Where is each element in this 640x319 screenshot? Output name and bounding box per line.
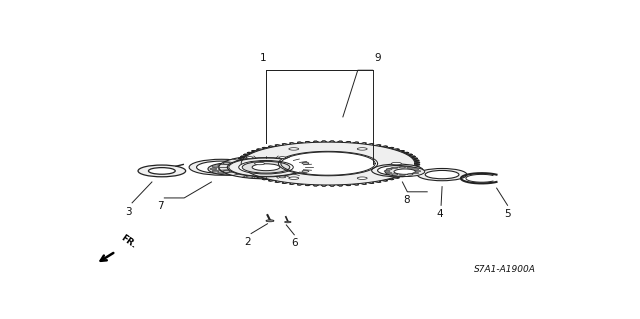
Ellipse shape: [246, 157, 253, 158]
Ellipse shape: [392, 174, 397, 175]
Text: S7A1-A1900A: S7A1-A1900A: [474, 265, 536, 274]
Ellipse shape: [235, 173, 242, 175]
Ellipse shape: [219, 165, 248, 173]
Ellipse shape: [212, 170, 219, 172]
Text: FR.: FR.: [118, 233, 138, 250]
Ellipse shape: [279, 176, 286, 178]
Ellipse shape: [243, 164, 250, 166]
Ellipse shape: [226, 163, 233, 165]
Ellipse shape: [246, 176, 253, 178]
Text: 6: 6: [291, 238, 298, 248]
Ellipse shape: [302, 162, 309, 164]
Ellipse shape: [255, 162, 264, 165]
Ellipse shape: [243, 172, 250, 174]
Ellipse shape: [252, 164, 280, 171]
Ellipse shape: [413, 168, 419, 170]
Ellipse shape: [413, 172, 419, 174]
Text: 3: 3: [125, 206, 132, 217]
Ellipse shape: [212, 166, 219, 167]
Ellipse shape: [386, 172, 392, 174]
Text: 7: 7: [157, 201, 164, 211]
Polygon shape: [278, 151, 378, 176]
Ellipse shape: [372, 164, 423, 177]
Ellipse shape: [385, 167, 425, 176]
Ellipse shape: [218, 172, 225, 174]
Ellipse shape: [378, 166, 417, 175]
Ellipse shape: [357, 177, 367, 179]
Ellipse shape: [218, 164, 225, 166]
Ellipse shape: [279, 157, 286, 158]
Polygon shape: [236, 141, 420, 186]
Ellipse shape: [415, 170, 420, 172]
Ellipse shape: [392, 167, 397, 169]
Ellipse shape: [227, 158, 305, 177]
Ellipse shape: [248, 170, 255, 172]
Ellipse shape: [394, 169, 416, 174]
Ellipse shape: [148, 167, 175, 174]
Ellipse shape: [357, 148, 367, 150]
Ellipse shape: [425, 170, 459, 179]
Ellipse shape: [239, 160, 293, 174]
Ellipse shape: [302, 170, 309, 172]
Ellipse shape: [189, 159, 253, 175]
Text: 1: 1: [260, 53, 267, 63]
Ellipse shape: [248, 166, 255, 167]
Text: 8: 8: [403, 195, 410, 205]
Ellipse shape: [399, 167, 405, 168]
Ellipse shape: [223, 170, 230, 172]
Ellipse shape: [226, 173, 233, 175]
Ellipse shape: [235, 163, 242, 165]
Ellipse shape: [289, 148, 299, 150]
Ellipse shape: [266, 220, 274, 222]
Ellipse shape: [251, 168, 257, 170]
Ellipse shape: [242, 161, 290, 173]
Ellipse shape: [138, 165, 186, 177]
Text: 5: 5: [504, 209, 511, 219]
Text: 9: 9: [374, 53, 381, 63]
Ellipse shape: [196, 161, 246, 173]
Text: 4: 4: [436, 209, 444, 219]
Ellipse shape: [219, 156, 313, 179]
Ellipse shape: [208, 163, 260, 175]
Ellipse shape: [285, 221, 291, 223]
Ellipse shape: [229, 158, 303, 176]
Polygon shape: [241, 142, 415, 185]
Ellipse shape: [399, 174, 405, 176]
Text: 2: 2: [244, 237, 251, 247]
Ellipse shape: [407, 167, 413, 169]
Ellipse shape: [223, 162, 230, 164]
Ellipse shape: [289, 177, 299, 179]
Ellipse shape: [417, 168, 467, 181]
Ellipse shape: [407, 174, 413, 175]
Ellipse shape: [386, 168, 392, 170]
Ellipse shape: [384, 170, 390, 172]
Ellipse shape: [210, 168, 217, 170]
Ellipse shape: [392, 162, 401, 165]
